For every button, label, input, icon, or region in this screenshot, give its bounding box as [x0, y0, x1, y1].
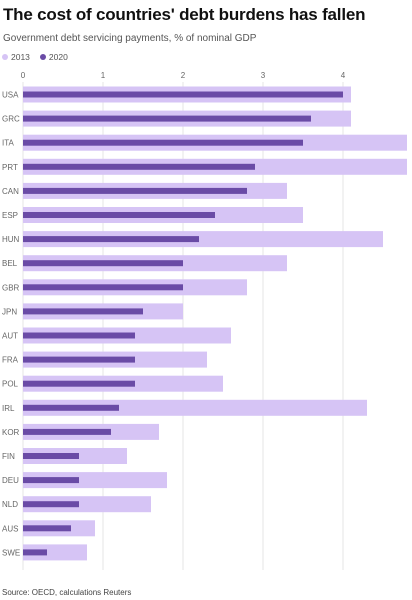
x-tick-label: 2: [181, 71, 186, 80]
bar-2013-nld: [23, 496, 151, 513]
category-label: AUT: [2, 332, 18, 341]
bar-2020-aut: [23, 332, 135, 339]
bar-2020-fin: [23, 453, 79, 459]
category-label: FRA: [2, 356, 19, 365]
bar-2020-usa: [23, 91, 343, 98]
x-tick-label: 4: [341, 71, 346, 80]
x-tick-label: 3: [261, 71, 266, 80]
legend-label-2013: 2013: [11, 52, 30, 62]
bar-2020-nld: [23, 501, 79, 508]
category-label: HUN: [2, 235, 20, 244]
bar-2020-can: [23, 187, 247, 194]
category-label: ITA: [2, 139, 15, 148]
bar-2013-swe: [23, 544, 87, 561]
legend-item-2020: 2020: [39, 52, 68, 62]
category-label: NLD: [2, 500, 18, 509]
bar-2013-irl: [23, 399, 367, 416]
legend-swatch-2020: [39, 54, 46, 60]
bar-2020-bel: [23, 260, 183, 267]
category-label: FIN: [2, 452, 15, 461]
category-label: USA: [2, 91, 19, 100]
x-tick-label: 1: [101, 71, 106, 80]
bar-2020-gbr: [23, 284, 183, 291]
category-label: CAN: [2, 187, 19, 196]
category-label: ESP: [2, 211, 18, 220]
category-label: AUS: [2, 524, 18, 533]
category-label: GRC: [2, 115, 20, 124]
legend-swatch-2013: [2, 54, 8, 60]
bar-2020-prt: [23, 163, 255, 170]
bar-2020-aus: [23, 525, 71, 532]
category-label: GBR: [2, 283, 20, 292]
category-label: POL: [2, 380, 19, 389]
chart-title: The cost of countries' debt burdens has …: [3, 5, 366, 24]
category-label: KOR: [2, 428, 20, 437]
category-label: JPN: [2, 307, 17, 316]
bar-2020-deu: [23, 477, 79, 484]
category-label: BEL: [2, 259, 18, 268]
category-label: DEU: [2, 476, 19, 485]
bar-2020-esp: [23, 212, 215, 218]
source-note: Source: OECD, calculations Reuters: [2, 588, 132, 597]
legend-item-2013: 2013: [2, 52, 30, 62]
bar-2020-grc: [23, 115, 311, 122]
bar-2020-ita: [23, 139, 303, 146]
bar-2013-deu: [23, 472, 167, 489]
bar-2020-fra: [23, 356, 135, 363]
bar-2020-hun: [23, 236, 199, 243]
category-label: IRL: [2, 404, 15, 413]
legend: 2013 2020: [2, 52, 68, 62]
bar-2013-hun: [23, 231, 383, 248]
chart-subtitle: Government debt servicing payments, % of…: [3, 33, 257, 44]
bar-2020-irl: [23, 404, 119, 411]
bar-2020-swe: [23, 549, 47, 556]
category-label: SWE: [2, 548, 20, 557]
category-label: PRT: [2, 163, 18, 172]
legend-label-2020: 2020: [48, 52, 68, 62]
x-tick-label: 0: [21, 71, 26, 80]
bar-2020-pol: [23, 380, 135, 387]
bar-2020-jpn: [23, 308, 143, 315]
bar-2020-kor: [23, 428, 111, 435]
